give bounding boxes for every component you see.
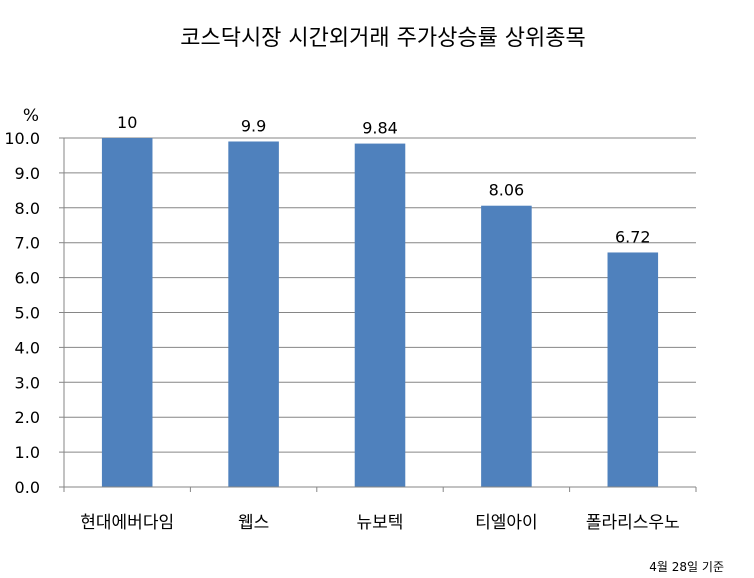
data-label: 9.9 (241, 116, 266, 135)
y-tick-label: 10.0 (4, 129, 40, 148)
bar (228, 141, 279, 488)
y-tick-label: 4.0 (15, 338, 40, 357)
data-labels: 10 9.9 9.84 8.06 6.72 (117, 113, 651, 246)
y-tick-label: 5.0 (15, 304, 40, 323)
y-tick-label: 7.0 (15, 234, 40, 253)
y-tick-label: 2.0 (15, 408, 40, 427)
x-category-label: 티엘아이 (475, 513, 538, 533)
data-label: 8.06 (489, 181, 525, 200)
data-label: 10 (117, 113, 137, 132)
chart-title: 코스닥시장 시간외거래 주가상승률 상위종목 (180, 26, 586, 51)
data-label: 9.84 (362, 119, 398, 138)
axes (63, 138, 697, 492)
y-tick-label: 0.0 (15, 478, 40, 497)
bars (101, 138, 659, 488)
y-tick-label: 8.0 (15, 199, 40, 218)
y-tick-label: 3.0 (15, 373, 40, 392)
y-tick-label: 1.0 (15, 443, 40, 462)
y-tick-label: 9.0 (15, 164, 40, 183)
bar (354, 143, 406, 488)
data-label: 6.72 (615, 227, 651, 246)
x-category-label: 뉴보텍 (357, 513, 404, 533)
bar (607, 252, 659, 487)
y-axis-unit: % (23, 106, 39, 126)
x-axis-categories: 현대에버다임 웹스 뉴보텍 티엘아이 폴라리스우노 (80, 513, 679, 533)
bar (101, 138, 153, 487)
y-tick-label: 6.0 (15, 269, 40, 288)
x-category-label: 현대에버다임 (80, 513, 174, 533)
x-category-label: 웹스 (238, 513, 269, 533)
bar (481, 205, 532, 487)
footnote: 4월 28일 기준 (649, 560, 724, 574)
x-category-label: 폴라리스우노 (586, 513, 680, 533)
y-axis-ticks: 0.0 1.0 2.0 3.0 4.0 5.0 6.0 7.0 8.0 9.0 10.0 (4, 129, 64, 497)
